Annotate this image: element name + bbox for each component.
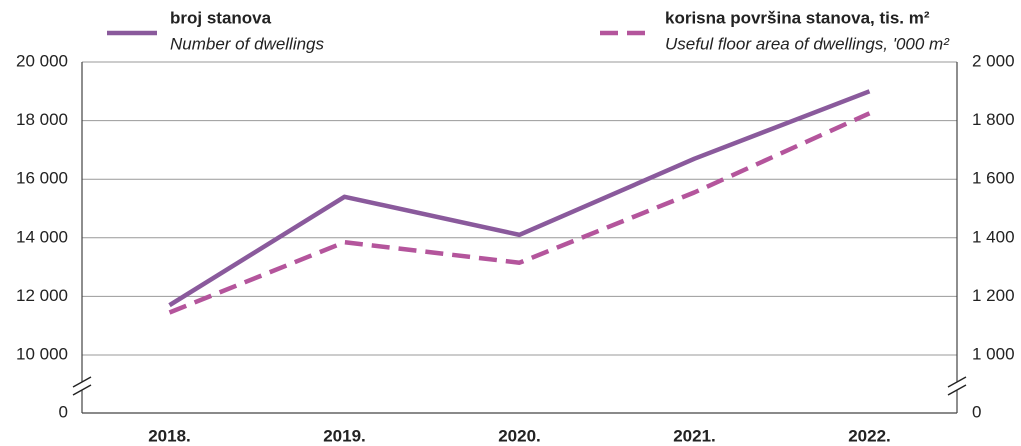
y2-tick-label: 1 600 <box>972 169 1015 188</box>
series-line <box>168 111 871 315</box>
x-tick-label: 2021. <box>673 426 716 445</box>
y2-tick-label: 2 000 <box>972 51 1015 70</box>
x-tick-label: 2022. <box>848 426 891 445</box>
legend-label-en: Number of dwellings <box>170 34 325 53</box>
axis-break-mark <box>72 384 92 396</box>
y-tick-label: 18 000 <box>16 110 68 129</box>
y2-tick-label: 0 <box>972 402 981 421</box>
y-tick-label: 0 <box>59 402 68 421</box>
x-tick-label: 2019. <box>323 426 366 445</box>
y2-tick-label: 1 800 <box>972 110 1015 129</box>
legend-label: broj stanova <box>170 8 272 27</box>
y-tick-label: 10 000 <box>16 344 68 363</box>
series-line <box>168 89 871 308</box>
y-tick-label: 16 000 <box>16 169 68 188</box>
axis-break-mark <box>947 376 967 388</box>
legend-label: korisna površina stanova, tis. m² <box>665 8 930 27</box>
axis-break-gap <box>945 382 969 390</box>
y-tick-label: 12 000 <box>16 286 68 305</box>
axis-break-gap <box>70 382 94 390</box>
y2-tick-label: 1 400 <box>972 227 1015 246</box>
axis-break-mark <box>72 376 92 388</box>
x-tick-label: 2020. <box>498 426 541 445</box>
y-tick-label: 20 000 <box>16 51 68 70</box>
axis-break-mark <box>947 384 967 396</box>
y-tick-label: 14 000 <box>16 227 68 246</box>
y2-tick-label: 1 000 <box>972 344 1015 363</box>
y2-tick-label: 1 200 <box>972 286 1015 305</box>
x-tick-label: 2018. <box>148 426 191 445</box>
legend-label-en: Useful floor area of dwellings, '000 m² <box>665 34 950 53</box>
